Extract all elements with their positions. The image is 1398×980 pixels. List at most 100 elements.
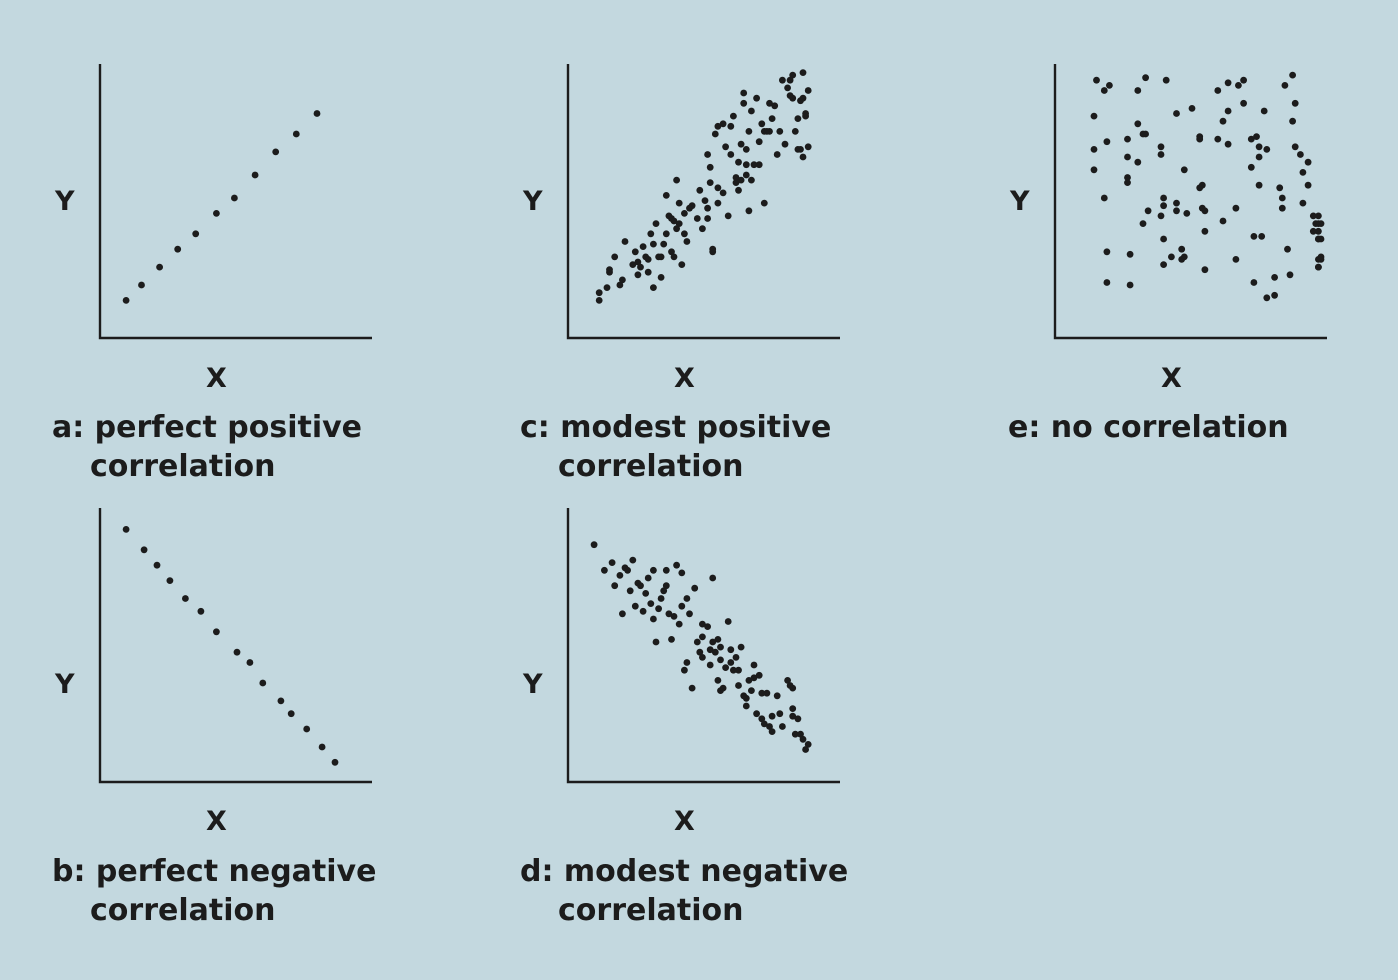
data-point-e-61 <box>1240 99 1247 107</box>
data-point-b-1 <box>140 546 148 554</box>
data-point-d-0 <box>590 541 598 549</box>
data-point-c-63 <box>727 151 735 158</box>
data-point-d-18 <box>650 566 657 574</box>
data-point-c-44 <box>696 186 704 194</box>
data-point-d-49 <box>714 636 722 643</box>
data-point-d-7 <box>624 566 631 574</box>
y-axis-label-a: Y <box>55 186 75 217</box>
data-point-e-81 <box>1286 271 1294 279</box>
data-point-e-50 <box>1214 87 1222 94</box>
data-point-c-75 <box>742 146 750 153</box>
data-point-e-24 <box>1157 151 1165 158</box>
data-point-e-21 <box>1142 74 1149 82</box>
data-point-c-27 <box>662 192 670 199</box>
data-point-c-76 <box>745 207 753 215</box>
axis-lines-b <box>98 508 372 784</box>
y-axis-label-b: Y <box>55 669 75 700</box>
data-point-b-9 <box>259 679 267 687</box>
data-point-c-69 <box>737 176 745 184</box>
data-point-e-0 <box>1090 112 1098 120</box>
data-point-c-48 <box>704 215 711 222</box>
data-point-e-17 <box>1134 120 1142 128</box>
data-point-c-108 <box>799 153 807 161</box>
data-point-d-79 <box>768 728 776 735</box>
data-point-e-5 <box>1100 194 1108 202</box>
data-point-d-37 <box>691 584 699 592</box>
data-point-d-28 <box>673 561 680 569</box>
axis-lines-d <box>566 508 840 784</box>
data-point-e-53 <box>1219 117 1227 125</box>
data-point-e-63 <box>1247 135 1255 143</box>
data-point-d-9 <box>629 556 637 564</box>
data-point-c-111 <box>804 87 812 94</box>
data-point-c-36 <box>675 199 683 207</box>
caption-b-line1: b: perfect negative <box>52 854 377 889</box>
data-point-b-13 <box>318 743 326 751</box>
data-point-d-81 <box>776 710 784 718</box>
data-point-d-69 <box>750 661 758 669</box>
data-point-c-19 <box>650 284 657 291</box>
data-point-a-8 <box>272 148 280 156</box>
data-point-e-3 <box>1093 76 1100 84</box>
data-point-c-5 <box>611 253 619 261</box>
data-point-a-5 <box>213 210 220 217</box>
data-point-a-4 <box>192 230 200 238</box>
data-point-e-87 <box>1299 169 1307 176</box>
data-point-d-22 <box>660 587 668 595</box>
data-point-c-24 <box>657 253 665 261</box>
data-point-d-59 <box>730 666 737 674</box>
data-point-c-100 <box>789 71 797 79</box>
data-point-e-76 <box>1276 184 1284 192</box>
data-point-e-33 <box>1173 110 1180 117</box>
data-point-e-54 <box>1224 79 1232 87</box>
data-point-c-90 <box>768 115 776 122</box>
data-point-e-99 <box>1315 227 1322 235</box>
caption-a-line1: a: perfect positive <box>52 410 363 445</box>
caption-d-line2: correlation <box>558 893 744 928</box>
data-point-d-93 <box>804 741 812 748</box>
scatter-plot-b <box>98 508 372 784</box>
data-point-c-1 <box>595 289 603 297</box>
data-point-e-73 <box>1263 294 1271 302</box>
scatter-plot-e <box>1053 64 1327 340</box>
data-point-c-47 <box>704 204 711 212</box>
data-point-d-40 <box>699 654 706 661</box>
data-point-c-79 <box>748 107 755 115</box>
data-point-e-7 <box>1103 279 1111 286</box>
data-point-b-3 <box>166 577 174 584</box>
data-point-c-80 <box>750 161 758 169</box>
data-point-d-19 <box>652 638 660 646</box>
data-point-c-83 <box>755 138 763 146</box>
chart-panel-a <box>30 40 470 480</box>
data-point-e-38 <box>1180 166 1188 174</box>
data-point-c-92 <box>773 151 781 158</box>
data-point-d-30 <box>678 602 686 610</box>
data-point-b-0 <box>122 526 130 533</box>
data-point-d-16 <box>647 600 655 607</box>
data-point-c-81 <box>753 94 760 102</box>
scatter-plot-a <box>98 64 372 340</box>
data-point-d-12 <box>637 582 644 590</box>
data-point-c-26 <box>662 230 670 238</box>
data-point-d-34 <box>683 595 691 602</box>
data-point-e-59 <box>1235 82 1242 89</box>
data-point-e-102 <box>1317 220 1325 228</box>
data-point-c-33 <box>673 225 680 233</box>
chart-panel-c <box>498 40 938 480</box>
data-point-d-78 <box>768 712 776 720</box>
data-point-c-10 <box>631 248 639 256</box>
data-point-d-76 <box>763 689 771 697</box>
data-point-d-24 <box>662 566 670 574</box>
data-point-e-66 <box>1253 133 1260 140</box>
data-point-e-44 <box>1196 135 1204 143</box>
chart-panel-e <box>985 40 1398 480</box>
data-point-e-64 <box>1250 233 1258 240</box>
data-point-c-58 <box>719 120 727 128</box>
data-point-d-82 <box>779 723 786 730</box>
data-point-c-14 <box>639 243 647 251</box>
y-axis-label-e: Y <box>1010 186 1030 217</box>
data-point-e-27 <box>1160 194 1167 202</box>
data-point-d-80 <box>773 692 781 700</box>
caption-c-line1: c: modest positive <box>520 410 832 445</box>
data-point-e-79 <box>1281 82 1289 89</box>
